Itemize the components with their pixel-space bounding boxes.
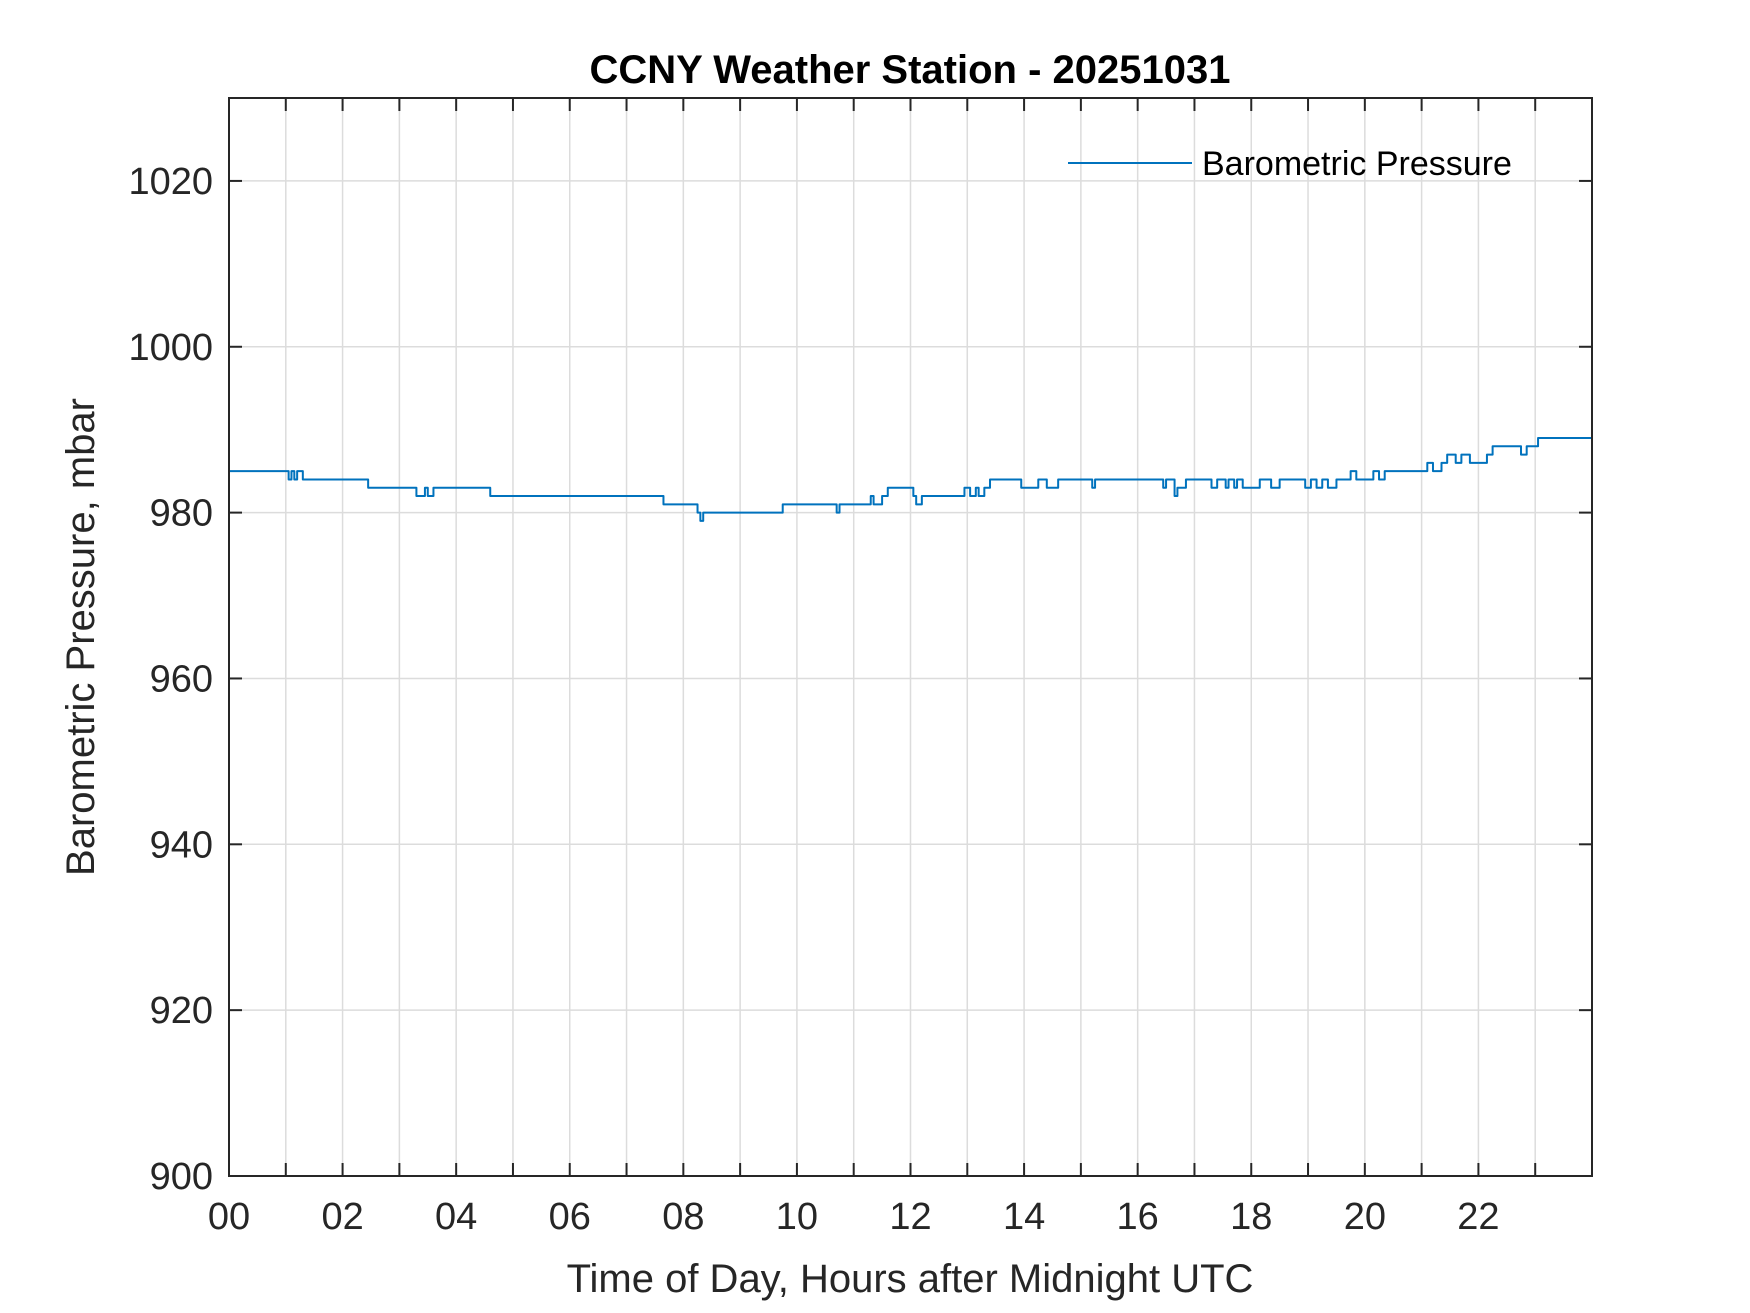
- x-axis-label: Time of Day, Hours after Midnight UTC: [567, 1257, 1254, 1301]
- grid-lines: [229, 98, 1592, 1176]
- x-tick-label: 08: [662, 1196, 704, 1238]
- x-tick-label: 14: [1003, 1196, 1045, 1238]
- x-tick-label: 12: [889, 1196, 931, 1238]
- x-tick-label: 02: [321, 1196, 363, 1238]
- series-line-barometric-pressure: [229, 436, 1592, 522]
- y-tick-label: 1020: [128, 161, 213, 203]
- x-tick-labels: 00 02 04 06 08 10 12 14 16 18 20 22: [208, 1196, 1500, 1238]
- y-axis-label: Barometric Pressure, mbar: [59, 398, 103, 876]
- x-tick-label: 04: [435, 1196, 477, 1238]
- legend-label-barometric-pressure: Barometric Pressure: [1202, 145, 1512, 183]
- y-tick-labels: 900 920 940 960 980 1000 1020: [128, 161, 213, 1198]
- x-tick-label: 22: [1457, 1196, 1499, 1238]
- x-tick-label: 10: [776, 1196, 818, 1238]
- y-tick-label: 900: [150, 1156, 213, 1198]
- chart-title: CCNY Weather Station - 20251031: [590, 48, 1231, 92]
- x-tick-label: 16: [1117, 1196, 1159, 1238]
- x-tick-label: 06: [549, 1196, 591, 1238]
- series-group: [229, 436, 1592, 522]
- legend: Barometric Pressure: [1068, 145, 1512, 183]
- y-tick-label: 980: [150, 493, 213, 535]
- y-tick-label: 1000: [128, 327, 213, 369]
- y-tick-label: 960: [150, 658, 213, 700]
- tick-marks: [229, 98, 1592, 1177]
- x-tick-label: 20: [1344, 1196, 1386, 1238]
- y-tick-label: 920: [150, 990, 213, 1032]
- x-tick-label: 00: [208, 1196, 250, 1238]
- x-tick-label: 18: [1230, 1196, 1272, 1238]
- y-tick-label: 940: [150, 824, 213, 866]
